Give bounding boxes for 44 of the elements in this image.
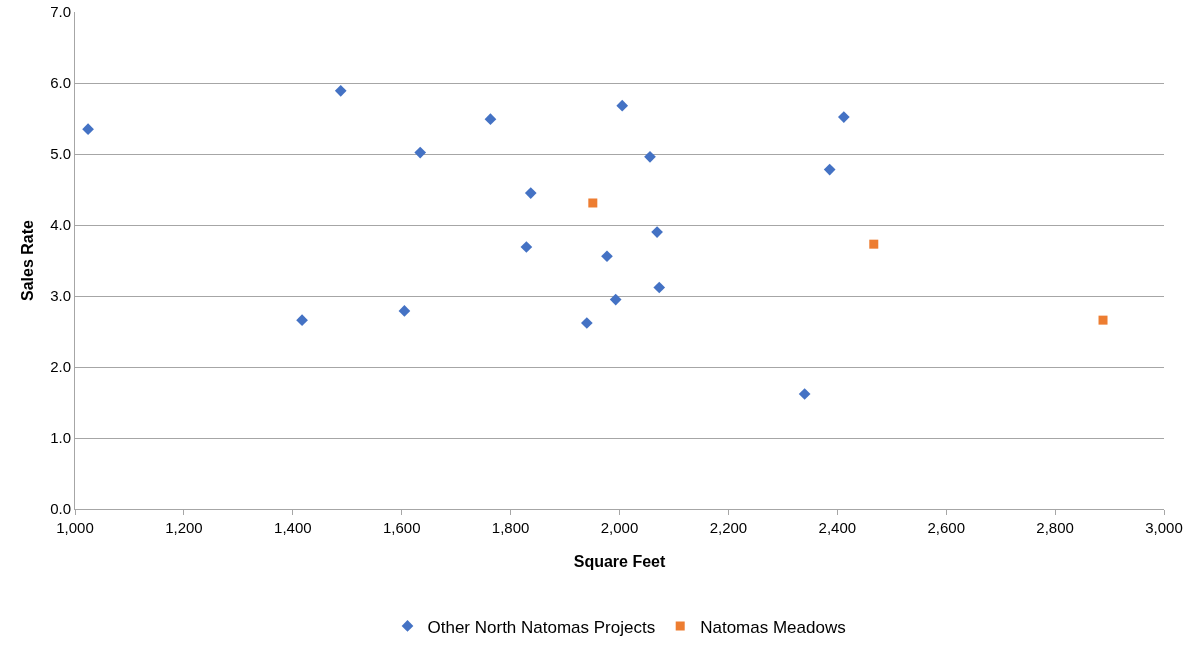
point [616,99,629,112]
x-tick-label: 1,000 [56,519,94,536]
y-axis-title: Sales Rate [19,219,36,301]
point [580,317,593,329]
point [588,198,598,208]
x-tick-label: 1,800 [491,519,530,536]
point [414,146,427,159]
point [334,84,347,97]
point [798,388,811,400]
y-tick-label: 5.0 [50,145,71,163]
point [869,239,879,249]
point [653,281,666,294]
point [398,305,411,317]
y-tick-label: 6.0 [50,74,71,92]
x-tick-label: 2,400 [818,519,857,536]
y-tick-label: 2.0 [50,358,71,376]
x-tick-label: 2,200 [709,519,748,536]
point [651,226,663,238]
point [524,187,537,199]
x-axis-title: Square Feet [573,553,666,570]
legend-label: Natomas Meadows [700,617,846,637]
point [644,150,656,163]
x-tick-label: 2,000 [600,519,639,536]
point [296,314,308,326]
y-tick-label: 3.0 [50,287,71,305]
x-tick-label: 1,200 [165,519,203,536]
x-tick-label: 1,600 [382,519,421,536]
point [823,163,836,176]
point [484,113,497,126]
y-tick-label: 4.0 [50,216,71,234]
y-tick-label: 1.0 [50,429,71,447]
x-tick-label: 1,400 [274,519,312,536]
point [609,293,622,306]
y-tick-label: 0.0 [50,500,71,518]
point [1098,315,1108,325]
legend-label: Other North Natomas Projects [427,617,656,637]
x-tick-label: 2,600 [927,519,965,536]
point [601,250,613,263]
y-tick-label: 7.0 [50,3,71,21]
point [520,241,533,253]
x-tick-label: 3,000 [1145,519,1183,536]
point [837,111,850,123]
point [82,123,94,135]
x-tick-label: 2,800 [1036,519,1074,536]
